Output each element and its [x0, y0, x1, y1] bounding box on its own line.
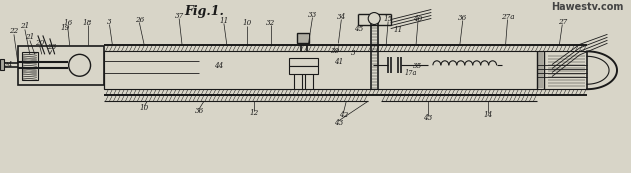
Text: 26: 26 [134, 16, 144, 24]
Text: 27a: 27a [501, 12, 514, 21]
Bar [18, 46, 105, 85]
Text: 3: 3 [107, 17, 112, 25]
Bar [297, 33, 309, 43]
Text: 16: 16 [63, 20, 73, 28]
Text: 3: 3 [351, 49, 356, 57]
Text: 15: 15 [384, 15, 392, 22]
Bar [22, 52, 38, 80]
Circle shape [369, 13, 380, 25]
Text: 27: 27 [558, 17, 567, 25]
Text: 43: 43 [423, 114, 433, 122]
Text: 42: 42 [339, 111, 348, 119]
Text: 22: 22 [9, 28, 18, 35]
Text: 24: 24 [3, 61, 13, 69]
Text: 10: 10 [242, 20, 251, 28]
Text: 12: 12 [249, 109, 259, 117]
Text: 32: 32 [266, 19, 275, 26]
Text: 34: 34 [337, 12, 346, 21]
Text: 43: 43 [334, 119, 343, 127]
Text: 37: 37 [175, 12, 184, 20]
Text: 14: 14 [483, 111, 492, 119]
Text: Fig.1.: Fig.1. [184, 5, 224, 18]
Circle shape [69, 54, 91, 76]
Text: 35: 35 [413, 62, 423, 70]
Text: 10: 10 [139, 104, 149, 112]
Text: 39: 39 [331, 47, 340, 55]
Text: 45: 45 [353, 25, 363, 33]
Text: 33: 33 [308, 11, 317, 19]
Text: 20: 20 [35, 39, 44, 47]
Text: 36: 36 [194, 107, 204, 115]
Text: 44: 44 [215, 62, 223, 70]
Text: 41: 41 [334, 58, 343, 66]
Bar [0, 59, 4, 70]
Text: 23: 23 [47, 43, 56, 51]
Text: 17a: 17a [404, 69, 417, 77]
Text: Hawestv.com: Hawestv.com [551, 2, 623, 12]
Text: 21: 21 [25, 33, 35, 41]
Text: 40: 40 [413, 15, 423, 22]
Text: 11: 11 [220, 16, 228, 25]
Bar [288, 66, 319, 74]
Text: 21: 21 [20, 22, 30, 30]
Text: 11: 11 [394, 26, 403, 34]
Bar [288, 58, 319, 66]
Text: 18: 18 [83, 19, 92, 26]
Bar [30, 53, 52, 78]
Text: 19: 19 [60, 24, 69, 33]
Text: 36: 36 [458, 13, 468, 21]
Bar [30, 53, 52, 78]
